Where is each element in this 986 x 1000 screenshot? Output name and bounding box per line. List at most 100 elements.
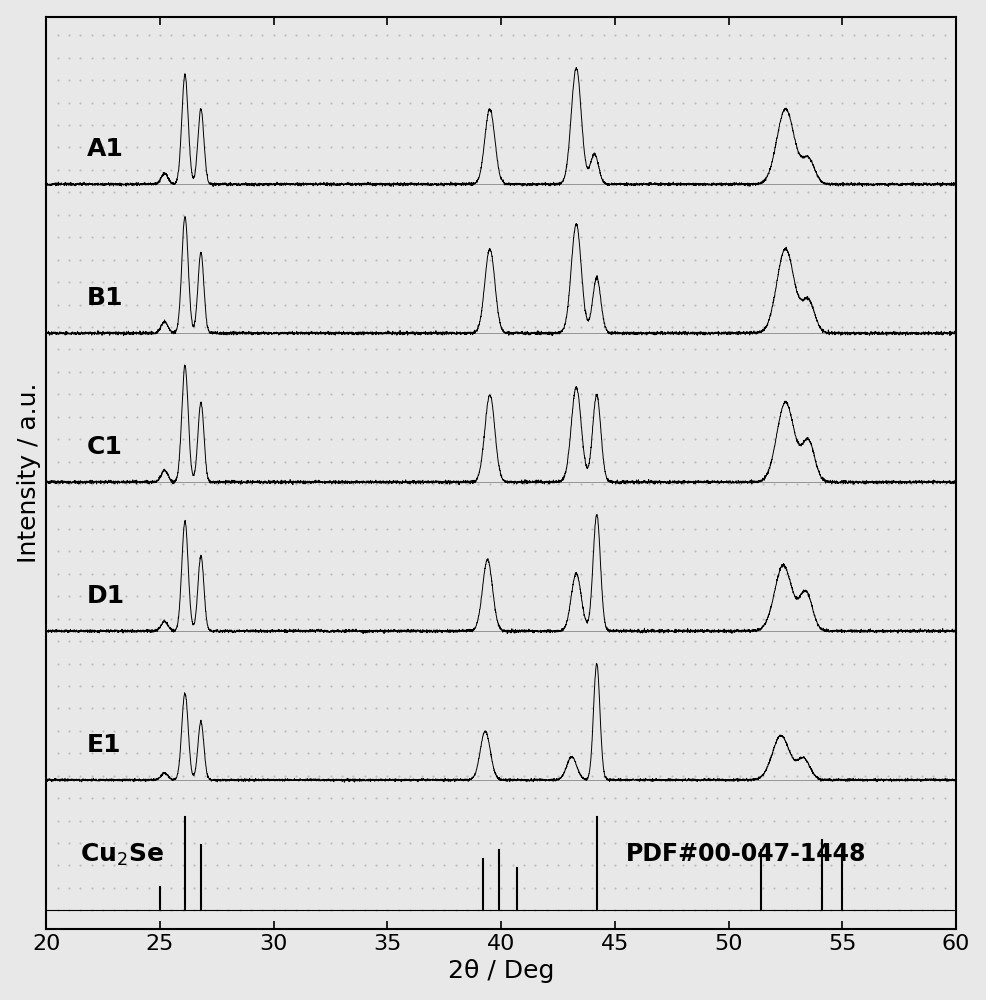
Point [527, 162, 542, 178]
Point [516, 611, 531, 627]
Point [822, 790, 838, 806]
Point [368, 880, 384, 896]
Point [84, 50, 100, 66]
Point [254, 678, 270, 694]
Point [95, 229, 110, 245]
Point [652, 588, 668, 604]
Point [890, 50, 906, 66]
Point [697, 207, 713, 223]
Point [493, 386, 509, 402]
Point [164, 229, 179, 245]
Point [516, 27, 531, 43]
Point [754, 364, 770, 380]
Point [641, 139, 657, 155]
Point [709, 229, 725, 245]
Point [117, 274, 133, 290]
Point [527, 139, 542, 155]
Point [265, 835, 281, 851]
Point [697, 745, 713, 761]
Point [561, 678, 577, 694]
Point [913, 184, 929, 200]
Point [254, 902, 270, 918]
Point [674, 880, 690, 896]
Point [413, 341, 429, 357]
Point [243, 700, 258, 716]
Point [800, 745, 815, 761]
Point [538, 95, 554, 111]
Point [333, 880, 349, 896]
Point [606, 790, 622, 806]
Point [732, 162, 747, 178]
Point [61, 341, 77, 357]
Point [561, 768, 577, 784]
Point [425, 341, 441, 357]
Point [425, 813, 441, 829]
Point [72, 431, 88, 447]
Point [413, 880, 429, 896]
Point [549, 319, 565, 335]
Point [141, 252, 157, 268]
Point [595, 162, 610, 178]
Point [868, 319, 883, 335]
Point [742, 341, 758, 357]
Point [333, 386, 349, 402]
Point [277, 252, 293, 268]
Point [265, 723, 281, 739]
Point [141, 521, 157, 537]
Point [333, 566, 349, 582]
Point [106, 207, 122, 223]
Point [732, 409, 747, 425]
Point [754, 678, 770, 694]
Point [493, 162, 509, 178]
Point [868, 274, 883, 290]
Point [857, 431, 873, 447]
Point [288, 543, 304, 559]
Point [584, 431, 599, 447]
Point [380, 297, 395, 313]
Point [232, 745, 247, 761]
Point [834, 768, 850, 784]
Point [436, 835, 452, 851]
Point [720, 409, 736, 425]
Point [209, 364, 225, 380]
Point [664, 364, 679, 380]
Point [561, 498, 577, 514]
Point [664, 633, 679, 649]
Point [380, 139, 395, 155]
Point [84, 162, 100, 178]
Point [402, 431, 418, 447]
Point [470, 543, 486, 559]
Point [857, 386, 873, 402]
Point [368, 521, 384, 537]
Point [186, 229, 202, 245]
Point [742, 723, 758, 739]
Point [448, 543, 463, 559]
Point [606, 678, 622, 694]
Point [368, 117, 384, 133]
Point [549, 498, 565, 514]
Point [470, 431, 486, 447]
Point [890, 95, 906, 111]
Point [333, 50, 349, 66]
Point [470, 207, 486, 223]
Point [197, 790, 213, 806]
Point [322, 476, 338, 492]
Point [754, 543, 770, 559]
Point [413, 252, 429, 268]
Point [186, 633, 202, 649]
Point [106, 274, 122, 290]
Point [390, 566, 406, 582]
Point [606, 50, 622, 66]
Point [152, 341, 168, 357]
Point [243, 72, 258, 88]
Point [834, 319, 850, 335]
Point [481, 50, 497, 66]
Point [810, 857, 826, 873]
Point [538, 835, 554, 851]
Point [857, 656, 873, 672]
Point [549, 678, 565, 694]
Point [674, 319, 690, 335]
Point [254, 543, 270, 559]
Point [436, 768, 452, 784]
Point [697, 678, 713, 694]
